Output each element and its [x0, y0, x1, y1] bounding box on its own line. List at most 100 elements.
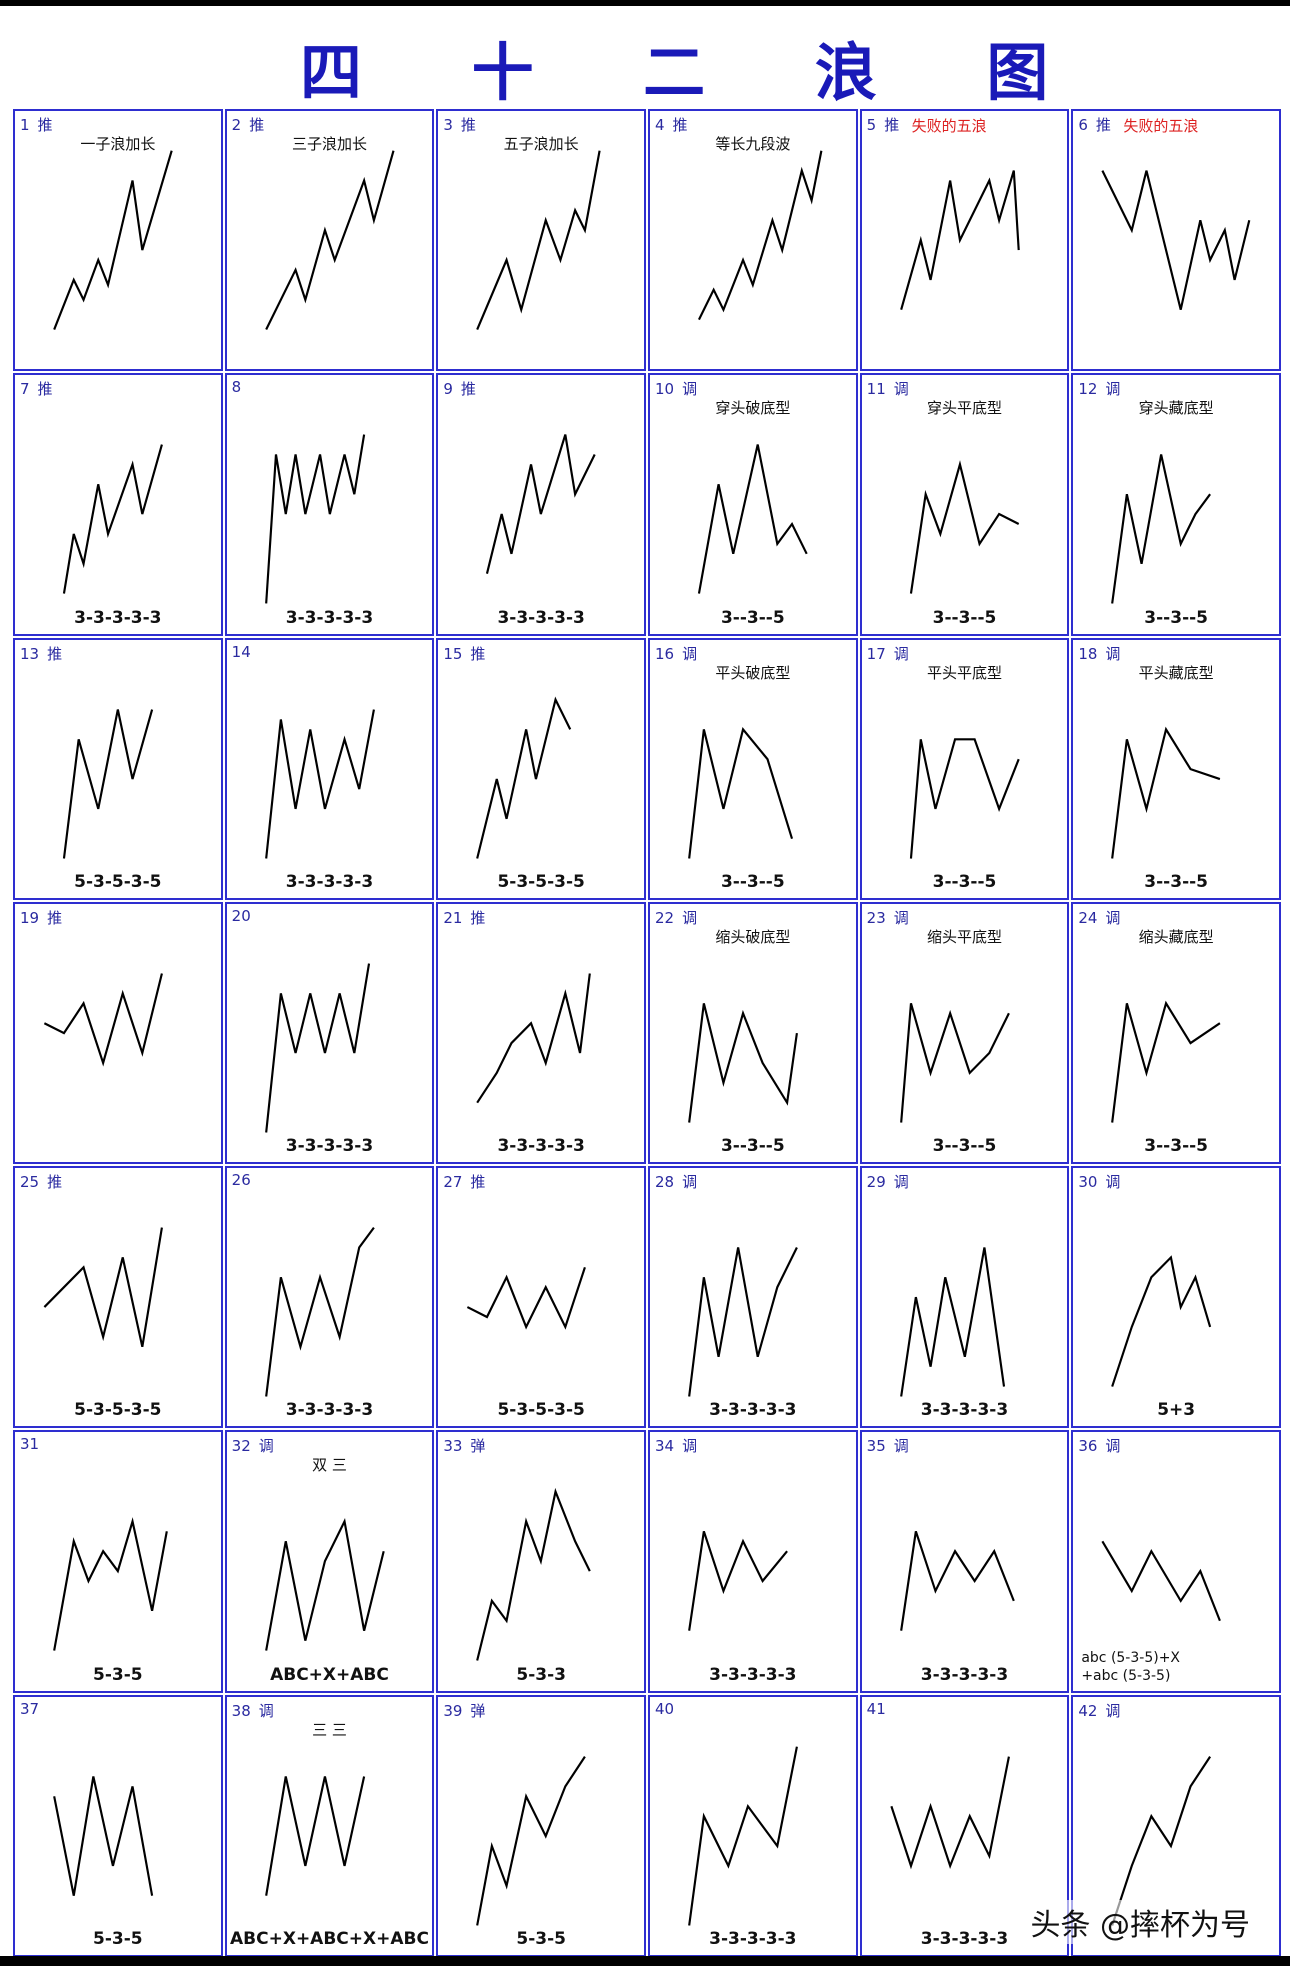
cell-header: 42 调: [1078, 1700, 1120, 1721]
wave-cell-23: 23 调缩头平底型 3--3--5: [859, 901, 1070, 1165]
cell-header: 17 调: [867, 643, 909, 664]
cell-number: 16: [655, 644, 675, 663]
wave-cell-28: 28 调 3-3-3-3-3: [648, 1166, 858, 1429]
wave-diagram: [264, 1227, 375, 1397]
cell-number: 26: [231, 1171, 251, 1190]
wave-line: [899, 1002, 1010, 1123]
wave-line: [264, 1518, 385, 1652]
cell-number: 32: [231, 1437, 251, 1456]
wave-cell-38: 38 调三 三 ABC+X+ABC+X+ABC: [224, 1694, 435, 1957]
cell-number: 18: [1078, 644, 1098, 663]
wave-cell-7: 7 推 3-3-3-3-3: [13, 373, 223, 636]
cell-number: 35: [866, 1437, 886, 1456]
cell-type: 调: [682, 1173, 698, 1192]
wave-line: [43, 973, 163, 1067]
cell-caption: 3-3-3-3-3: [285, 871, 374, 892]
cell-type: 推: [1095, 116, 1111, 134]
wave-line: [688, 1746, 798, 1926]
cell-header: 12 调: [1078, 378, 1120, 399]
cell-header: 18 调: [1078, 643, 1120, 664]
cell-header: 16 调: [655, 643, 697, 664]
cell-header: 13 推: [20, 643, 62, 664]
wave-diagram: [688, 726, 794, 859]
cell-number: 3: [443, 116, 453, 134]
wave-diagram: [1111, 1755, 1212, 1926]
wave-diagram: [476, 150, 601, 330]
wave-cell-19: 19 推: [13, 901, 223, 1165]
cell-header: 36 调: [1078, 1435, 1120, 1456]
wave-cell-35: 35 调 3-3-3-3-3: [859, 1430, 1070, 1693]
wave-diagram: [899, 1002, 1010, 1123]
wave-cell-30: 30 调 5+3: [1071, 1166, 1281, 1429]
watermark: 头条 @摔杯为号: [1030, 1900, 1250, 1944]
wave-diagram: [62, 708, 154, 859]
wave-cell-4: 4 推等长九段波: [648, 109, 858, 372]
cell-pattern-name: 缩头平底型: [926, 927, 1002, 946]
cell-caption: 3-3-3-3-3: [709, 1400, 797, 1421]
cell-number: 36: [1078, 1437, 1098, 1456]
cell-header: 30 调: [1078, 1171, 1120, 1192]
cell-type: 推: [884, 116, 900, 134]
cell-header: 34 调: [655, 1435, 697, 1456]
cell-number: 15: [443, 644, 463, 663]
wave-cell-27: 27 推 5-3-5-3-5: [436, 1166, 646, 1429]
cell-type: 推: [470, 644, 486, 663]
wave-line: [53, 1517, 168, 1652]
cell-caption: 3-3-3-3-3: [74, 607, 162, 628]
cell-header: 31: [20, 1435, 47, 1453]
wave-diagram: [688, 1247, 798, 1397]
wave-cell-6: 6 推失败的五浪: [1071, 109, 1281, 372]
cell-type: 调: [682, 1437, 698, 1456]
wave-line: [264, 434, 365, 604]
wave-cell-15: 15 推 5-3-5-3-5: [436, 637, 646, 900]
cell-header: 28 调: [655, 1171, 697, 1192]
cell-number: 34: [655, 1437, 675, 1456]
cell-pattern-name: 平头破底型: [715, 663, 791, 682]
page-title: 四 十 二 浪 图: [300, 36, 1093, 109]
wave-diagram: [1111, 454, 1212, 604]
wave-diagram: [53, 1775, 154, 1896]
cell-number: 21: [443, 908, 463, 927]
cell-number: 12: [1078, 380, 1098, 399]
wave-line: [899, 1247, 1005, 1397]
wave-cell-24: 24 调缩头藏底型 3--3--5: [1071, 901, 1281, 1165]
wave-diagram: [476, 696, 572, 859]
cell-header: 27 推: [443, 1171, 485, 1192]
wave-diagram: [899, 1247, 1005, 1397]
wave-cell-37: 37 5-3-5: [13, 1694, 223, 1957]
wave-diagram: [264, 963, 370, 1133]
wave-line: [486, 434, 596, 575]
wave-line: [698, 150, 823, 321]
cell-type: 弹: [470, 1437, 486, 1456]
cell-pattern-name: 穿头破底型: [715, 399, 791, 418]
cell-number: 23: [866, 908, 886, 927]
wave-cell-29: 29 调 3-3-3-3-3: [859, 1166, 1070, 1429]
cell-caption: ABC+X+ABC: [270, 1664, 389, 1685]
wave-cell-20: 20 3-3-3-3-3: [224, 901, 435, 1165]
cell-number: 41: [866, 1699, 886, 1718]
cell-type: 调: [258, 1701, 274, 1720]
cell-number: 13: [20, 644, 40, 663]
cell-type: 推: [47, 1173, 63, 1192]
wave-diagram: [688, 1531, 788, 1632]
cell-caption: ABC+X+ABC+X+ABC: [230, 1928, 429, 1949]
cell-header: 15 推: [443, 643, 485, 664]
cell-caption: 3-3-3-3-3: [709, 1928, 797, 1949]
cell-caption: 3--3--5: [1144, 871, 1209, 892]
wave-line: [688, 726, 794, 859]
cell-header: 11 调: [867, 378, 909, 399]
wave-diagram: [899, 170, 1020, 310]
wave-line: [1101, 170, 1251, 310]
wave-line: [264, 963, 370, 1133]
wave-line: [890, 1756, 1010, 1870]
cell-type: 推: [460, 380, 476, 399]
cell-caption: 5-3-5: [516, 1928, 566, 1949]
cell-caption: 3--3--5: [720, 1136, 785, 1157]
cell-number: 31: [20, 1435, 40, 1454]
cell-type: 调: [1105, 1701, 1121, 1720]
cell-number: 37: [20, 1699, 40, 1718]
cell-type: 调: [893, 380, 909, 399]
wave-cell-5: 5 推失败的五浪: [859, 109, 1070, 372]
cell-number: 33: [443, 1437, 463, 1456]
